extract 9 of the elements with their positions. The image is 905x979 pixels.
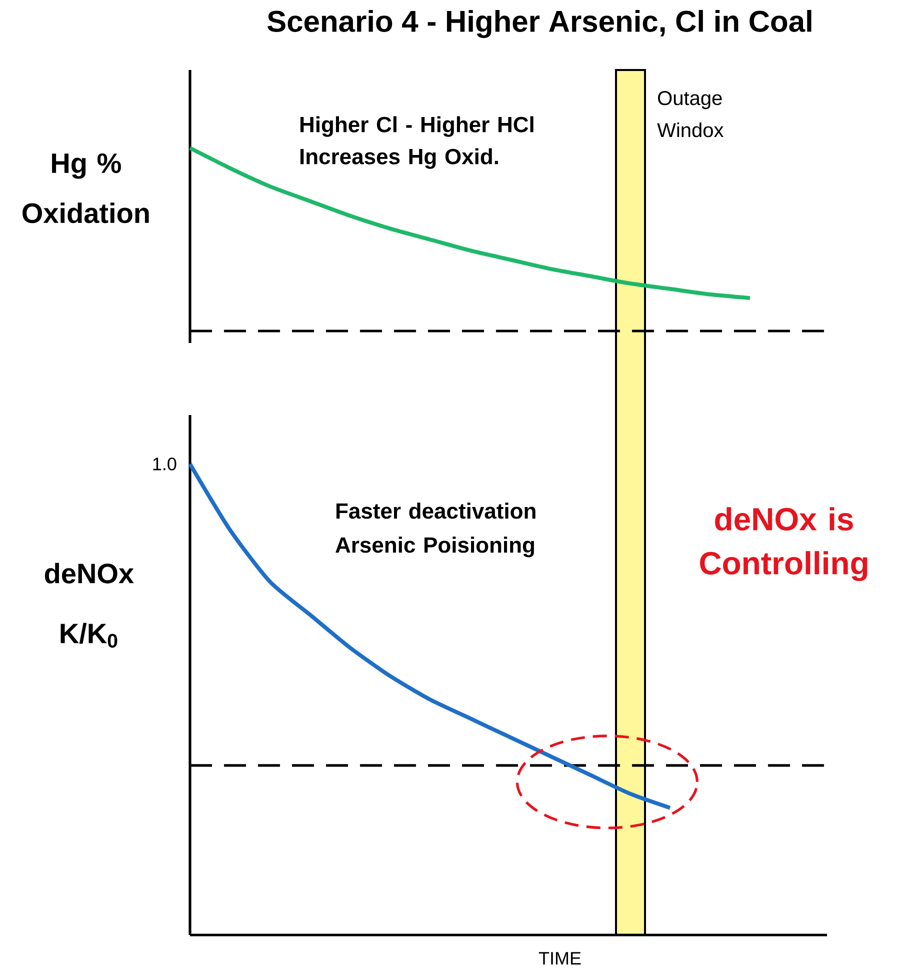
y-axis-title: Hg % Oxidation xyxy=(22,153,149,224)
text: deNOx K/K$_{0}$ xyxy=(44,562,134,648)
annotation: Faster deactivation Arsenic Poisioning xyxy=(336,502,536,558)
text: 1.0 xyxy=(153,458,176,470)
text: Outage Windox xyxy=(657,91,724,138)
annotation: deNOx is Controlling xyxy=(700,507,868,582)
x-axis-title: TIME xyxy=(538,952,581,964)
annotation: Higher Cl - Higher HCl Increases Hg Oxid. xyxy=(300,116,534,169)
chart-title: Scenario 4 - Higher Arsenic, Cl in Coal xyxy=(267,10,812,38)
